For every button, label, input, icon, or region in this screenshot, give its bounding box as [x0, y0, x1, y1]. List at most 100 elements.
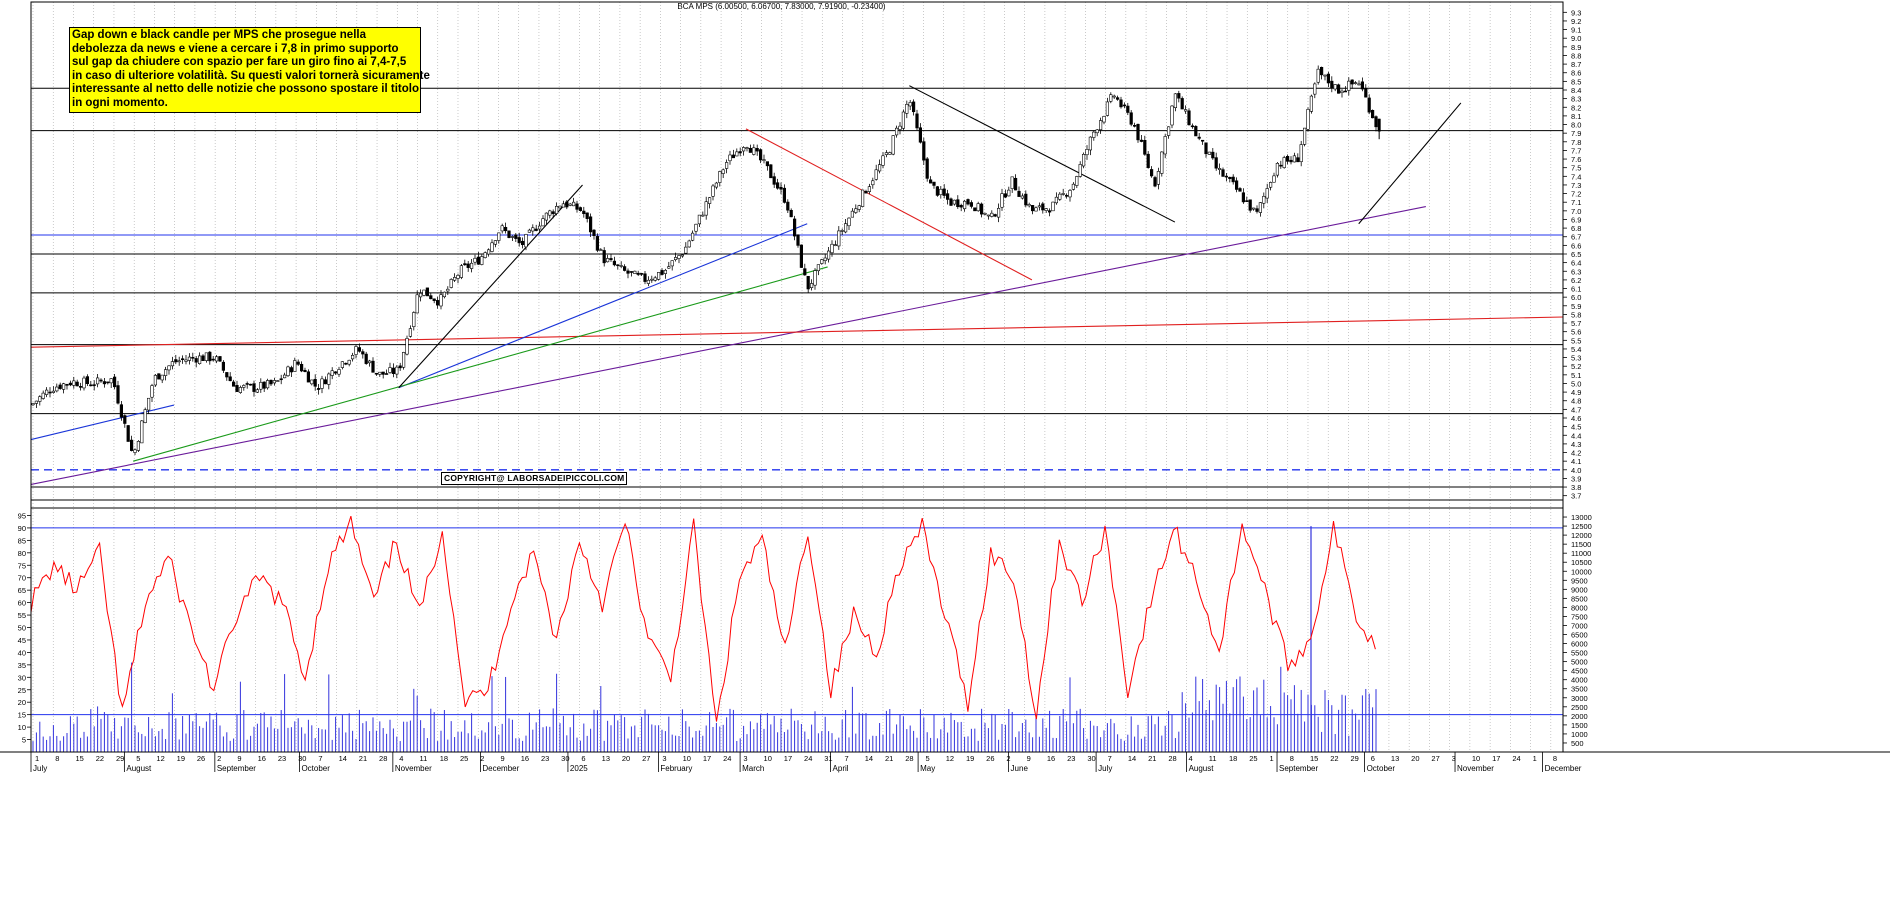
oscillator-tick-label: 80: [18, 549, 26, 558]
candle-body: [1364, 88, 1368, 98]
price-tick-label: 7.3: [1571, 181, 1581, 190]
candle-body: [867, 186, 871, 192]
candle-body: [1262, 195, 1266, 204]
price-tick-label: 8.1: [1571, 112, 1581, 121]
candle-body: [493, 240, 498, 245]
x-tick-label: 3: [743, 754, 747, 763]
candle-body: [854, 208, 858, 213]
candle-body: [1085, 149, 1089, 156]
candle-body: [452, 277, 457, 281]
price-tick-label: 8.3: [1571, 95, 1581, 104]
candle-body: [646, 279, 650, 284]
volume-tick-label: 4000: [1571, 676, 1588, 685]
candle-body: [884, 152, 888, 155]
candle-body: [592, 229, 596, 236]
x-tick-label: 29: [1350, 754, 1358, 763]
candle-body: [374, 372, 379, 375]
candle-body: [228, 376, 232, 382]
x-tick-label: 24: [1512, 754, 1520, 763]
price-tick-label: 8.0: [1571, 121, 1581, 130]
candle-body: [894, 127, 899, 136]
volume-tick-label: 10000: [1571, 567, 1592, 576]
candle-body: [123, 415, 127, 424]
candle-body: [1347, 80, 1351, 91]
candle-body: [1092, 131, 1096, 138]
x-tick-label: 15: [75, 754, 83, 763]
candle-body: [1136, 123, 1140, 141]
candle-body: [1326, 73, 1330, 84]
volume-tick-label: 3500: [1571, 685, 1588, 694]
x-tick-label: 23: [278, 754, 286, 763]
candle-body: [915, 113, 919, 129]
candle-body: [1350, 79, 1354, 85]
month-label: November: [1457, 764, 1494, 773]
candle-body: [164, 369, 168, 376]
candle-body: [1340, 90, 1344, 93]
price-tick-label: 5.3: [1571, 354, 1581, 363]
candle-body: [619, 265, 623, 267]
candle-body: [1054, 196, 1058, 204]
candle-body: [1306, 109, 1310, 130]
candle-body: [711, 185, 715, 197]
candle-body: [1051, 201, 1055, 212]
candle-body: [344, 362, 348, 365]
candle-body: [429, 295, 433, 300]
oscillator-tick-label: 90: [18, 524, 26, 533]
candle-body: [201, 355, 205, 361]
candle-body: [622, 266, 627, 271]
price-horizontal-levels: [31, 87, 1563, 716]
candle-body: [877, 164, 882, 172]
candle-body: [517, 237, 521, 244]
candle-body: [361, 351, 365, 355]
oscillator-tick-label: 10: [18, 723, 26, 732]
x-tick-label: 14: [339, 754, 347, 763]
candle-body: [85, 376, 89, 384]
price-tick-label: 4.0: [1571, 466, 1581, 475]
volume-tick-label: 1500: [1571, 721, 1588, 730]
candle-body: [775, 182, 780, 189]
volume-tick-label: 12500: [1571, 522, 1592, 531]
candle-body: [918, 127, 922, 143]
candle-body: [786, 201, 790, 211]
x-tick-label: 4: [1189, 754, 1193, 763]
volume-tick-label: 2500: [1571, 703, 1588, 712]
x-tick-label: 9: [1027, 754, 1031, 763]
candle-body: [1078, 164, 1082, 177]
price-tick-label: 5.1: [1571, 371, 1581, 380]
candle-body: [150, 385, 154, 398]
candle-body: [558, 205, 562, 209]
candle-body: [595, 236, 599, 251]
candle-body: [255, 389, 260, 393]
price-tick-label: 8.5: [1571, 77, 1581, 86]
candle-body: [208, 351, 212, 362]
candlesticks: [31, 65, 1381, 456]
candle-body: [401, 352, 406, 368]
candle-body: [949, 198, 953, 206]
month-label: April: [833, 764, 849, 773]
candle-body: [143, 409, 147, 423]
candle-body: [68, 382, 72, 386]
candle-body: [1146, 153, 1150, 168]
candle-body: [119, 404, 123, 418]
candle-body: [748, 147, 752, 153]
x-tick-label: 19: [966, 754, 974, 763]
chart-axes: 1 8 15 22 29 5 12 19 26 2 9 16 23 30 7 14 21 28 4 11 18 25 2 9 1…: [0, 1, 1890, 773]
x-tick-label: 2: [217, 754, 221, 763]
candle-body: [1037, 205, 1041, 208]
candle-body: [153, 375, 158, 386]
x-tick-label: 11: [1209, 754, 1217, 763]
month-label: July: [33, 764, 47, 773]
candle-body: [1214, 157, 1218, 169]
candle-body: [140, 420, 144, 444]
price-tick-label: 4.6: [1571, 414, 1581, 423]
price-tick-label: 3.7: [1571, 492, 1581, 501]
candle-body: [215, 356, 219, 362]
candle-body: [629, 271, 633, 273]
oscillator-tick-label: 5: [22, 736, 26, 745]
x-tick-label: 24: [723, 754, 731, 763]
price-tick-label: 9.3: [1571, 8, 1581, 17]
price-tick-label: 7.0: [1571, 207, 1581, 216]
candle-body: [177, 360, 181, 363]
candle-body: [561, 203, 565, 208]
candle-body: [922, 141, 926, 161]
